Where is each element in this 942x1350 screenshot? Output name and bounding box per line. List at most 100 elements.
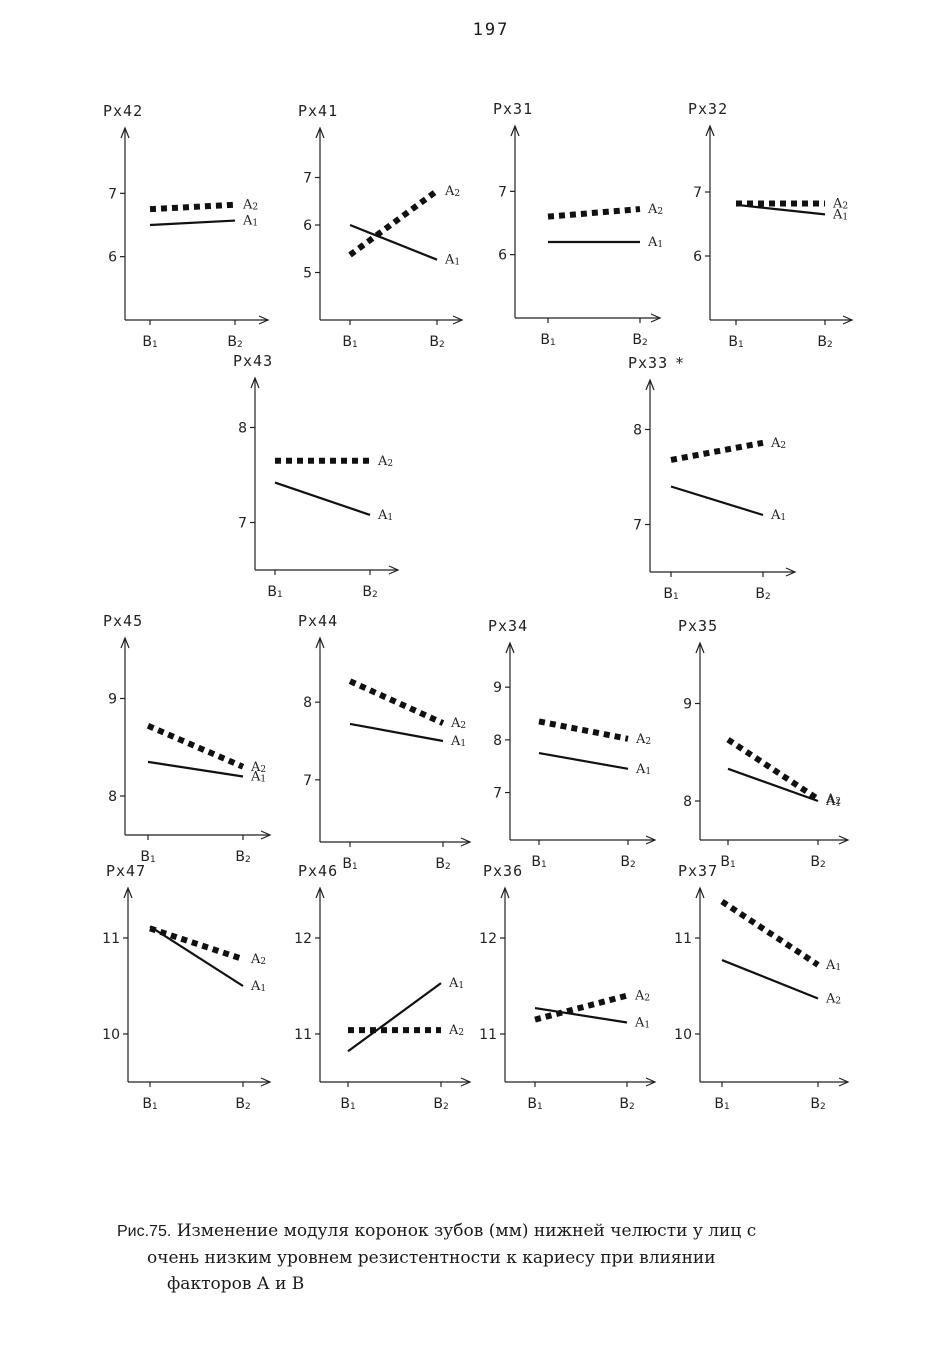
chart-px33: Px33 * 7 8 B1 B2 A2 A1 [628,354,797,602]
series-line-a1 [727,767,819,803]
series-line-a2 [670,439,764,463]
x-tick-label: B1 [342,856,357,872]
x-axis-arrow [258,315,270,325]
series-label-a2: A2 [647,202,663,217]
x-tick-label: B1 [342,334,357,350]
figure-caption: Рис.75. Изменение модуля коронок зубов (… [117,1218,837,1297]
series-line-a2 [721,959,819,1000]
x-axis-arrow [838,1077,850,1087]
x-tick-label: B1 [140,849,155,865]
chart-title: Px36 [483,862,523,880]
x-tick-label: B1 [714,1096,729,1112]
x-tick-label: B2 [810,854,825,870]
y-axis-arrow [695,886,705,899]
x-tick-label: B2 [620,854,635,870]
y-tick-label: 7 [493,786,502,802]
y-tick-label: 7 [303,171,312,187]
y-tick-label: 7 [498,184,507,200]
y-axis-arrow [500,886,510,899]
x-axis-arrow [452,315,464,325]
x-axis-arrow [650,313,662,323]
series-label-a2: A2 [444,184,460,199]
x-tick-label: B1 [540,332,555,348]
y-tick-label: 8 [683,794,692,810]
x-tick-label: B2 [235,849,250,865]
series-line-a1 [534,1006,628,1024]
chart-px37: Px37 10 11 B1 B2 A1 A2 [674,862,850,1112]
x-axis-arrow [260,1077,272,1087]
x-axis-arrow [460,1077,472,1087]
series-label-a1: A1 [832,207,848,222]
y-axis-arrow [505,641,515,654]
series-line-a2 [149,925,244,962]
series-line-a2 [547,206,641,220]
series-label-a2: A2 [448,1023,464,1038]
chart-px31: Px31 6 7 B1 B2 A2 A1 [493,100,663,348]
y-tick-label: 5 [303,266,312,282]
y-tick-label: 11 [294,1027,312,1043]
y-tick-label: 8 [238,421,247,437]
caption-text-1: Изменение модуля коронок зубов (мм) нижн… [176,1221,757,1241]
y-axis-arrow [645,378,655,391]
series-label-a2: A2 [250,952,266,967]
y-tick-label: 8 [303,695,312,711]
chart-title: Px44 [298,612,338,630]
y-tick-label: 7 [633,518,642,534]
series-line-a2 [348,678,445,726]
x-tick-label: B1 [142,334,157,350]
x-tick-label: B1 [531,854,546,870]
series-label-a2: A2 [242,198,258,213]
y-tick-label: 11 [674,931,692,947]
caption-line-3: факторов А и В [167,1274,305,1294]
y-axis-arrow [120,126,130,139]
y-tick-label: 8 [108,789,117,805]
y-axis-arrow [123,886,133,899]
chart-title: Px47 [106,862,146,880]
significance-marker: * [675,354,685,372]
chart-title: Px43 [233,352,273,370]
x-tick-label: B2 [619,1096,634,1112]
y-tick-label: 12 [294,931,312,947]
y-tick-label: 6 [693,249,702,265]
series-label-a1: A1 [635,762,651,777]
series-label-a1: A1 [634,1015,650,1030]
chart-title: Px33 [628,354,668,372]
caption-line-2: очень низким уровнем резистентности к ка… [147,1248,716,1268]
y-tick-label: 9 [683,697,692,713]
y-tick-label: 11 [479,1027,497,1043]
x-tick-label: B1 [663,586,678,602]
series-label-a2: A2 [634,989,650,1004]
chart-title: Px35 [678,617,718,635]
series-label-a2: A2 [635,732,651,747]
x-tick-label: B2 [235,1096,250,1112]
series-line-a1 [149,219,236,227]
series-label-a1: A1 [250,770,266,785]
y-tick-label: 10 [674,1027,692,1043]
y-axis-arrow [315,636,325,649]
y-tick-label: 8 [493,733,502,749]
y-tick-label: 7 [693,185,702,201]
chart-title: Px32 [688,100,728,118]
y-tick-label: 10 [102,1027,120,1043]
x-tick-label: B2 [227,334,242,350]
series-line-a1 [147,760,244,778]
series-line-a2 [534,992,628,1023]
series-label-a2: A2 [770,436,786,451]
series-line-a2 [538,718,629,742]
chart-title: Px45 [103,612,143,630]
series-line-a1 [274,481,371,516]
y-tick-label: 7 [303,773,312,789]
series-label-a1: A1 [450,734,466,749]
y-tick-label: 11 [102,931,120,947]
x-tick-label: B2 [433,1096,448,1112]
series-line-a2 [726,737,820,802]
x-tick-label: B1 [527,1096,542,1112]
chart-title: Px46 [298,862,338,880]
y-tick-label: 12 [479,931,497,947]
series-label-a1: A1 [377,508,393,523]
series-label-a1: A1 [444,253,460,268]
page-number: 197 [472,20,510,40]
